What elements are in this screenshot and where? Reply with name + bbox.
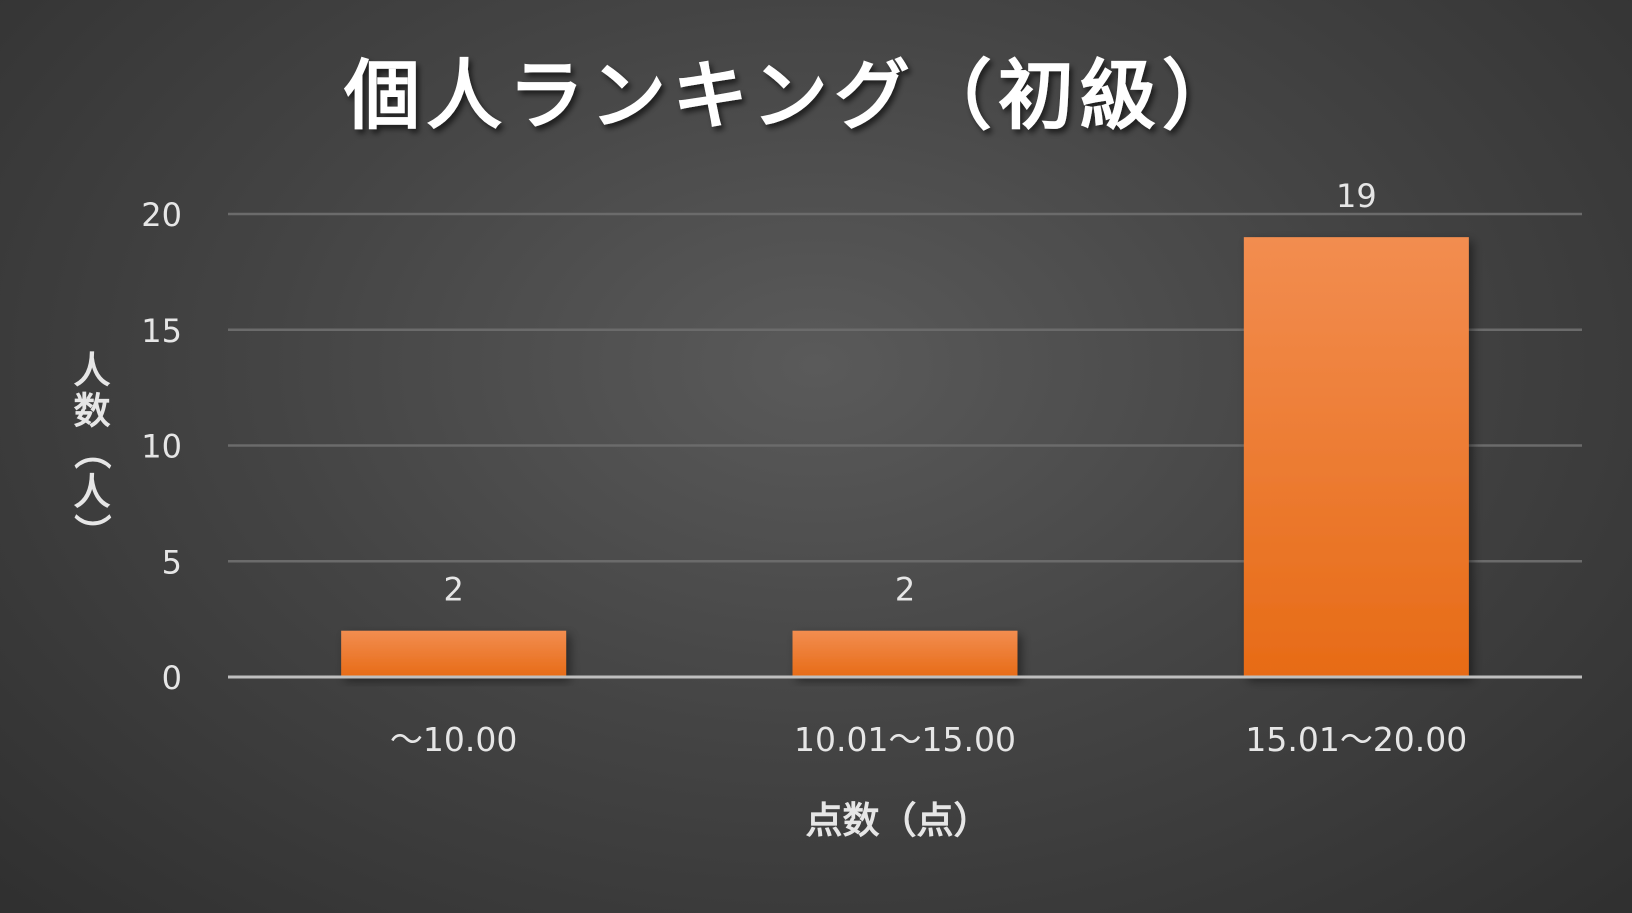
bars — [341, 237, 1469, 677]
x-axis-categories: ～10.00 10.01～15.00 15.01～20.00 — [390, 720, 1467, 759]
bar — [1243, 237, 1469, 677]
chart-title: 個人ランキング（初級） — [343, 51, 1244, 140]
data-label: 19 — [1336, 177, 1377, 215]
y-tick-label: 15 — [141, 312, 182, 350]
y-axis-title: 人数（人） — [70, 349, 113, 551]
data-label: 2 — [443, 571, 463, 609]
y-axis-title-char: ） — [70, 514, 113, 551]
bar — [792, 630, 1018, 677]
x-tick-label: 10.01～15.00 — [794, 720, 1016, 759]
y-tick-label: 5 — [162, 543, 182, 581]
y-tick-label: 20 — [141, 196, 182, 234]
y-axis-title-char: 人 — [74, 349, 111, 392]
y-axis-ticks: 0 5 10 15 20 — [141, 196, 182, 697]
x-tick-label: 15.01～20.00 — [1245, 720, 1467, 759]
y-axis-title-char: 数 — [74, 390, 111, 433]
y-axis-title-char: 人 — [74, 471, 111, 514]
x-tick-label: ～10.00 — [390, 720, 517, 759]
data-label: 2 — [895, 571, 915, 609]
y-tick-label: 10 — [141, 428, 182, 466]
y-axis-title-char: （ — [70, 433, 113, 470]
bar — [341, 630, 567, 677]
x-axis-title: 点数（点） — [806, 799, 991, 842]
data-labels: 2 2 19 — [443, 177, 1376, 609]
y-tick-label: 0 — [162, 659, 182, 697]
